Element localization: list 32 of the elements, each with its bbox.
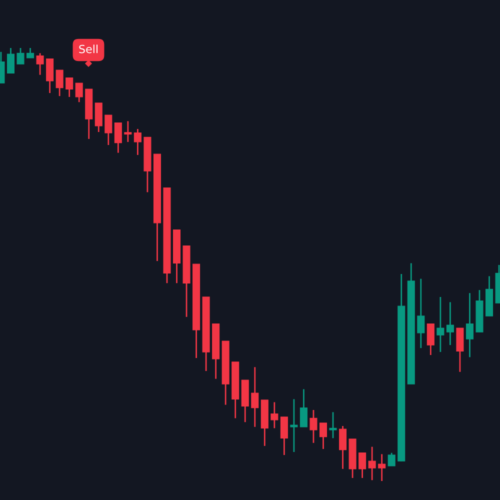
candlestick (456, 327, 464, 373)
candlestick (329, 411, 337, 439)
candlestick (436, 296, 444, 353)
candlestick (114, 122, 122, 154)
candlestick (134, 128, 142, 156)
candlestick (36, 52, 44, 76)
candlestick (56, 69, 64, 97)
candlestick (46, 58, 54, 94)
candlestick (75, 82, 83, 103)
candlestick (417, 278, 425, 349)
candlestick (319, 422, 328, 450)
candlestick (66, 77, 74, 98)
candlestick (104, 114, 112, 146)
candlestick (300, 388, 308, 428)
candlestick (280, 416, 288, 456)
candlestick (270, 402, 278, 429)
candlestick (388, 452, 396, 467)
candlestick (26, 47, 34, 59)
candlestick (368, 446, 376, 481)
candlestick (94, 102, 102, 133)
candlestick (446, 301, 454, 346)
candlestick (16, 47, 24, 65)
candlestick (466, 292, 474, 358)
candlestick (251, 366, 259, 428)
candlestick (378, 453, 386, 482)
annotation: Sell (79, 44, 98, 54)
candlestick (310, 409, 318, 444)
candlestick (124, 120, 132, 143)
candlestick (339, 425, 347, 470)
candlestick (6, 47, 15, 74)
candlestick (426, 323, 434, 356)
candlestick (358, 452, 366, 479)
